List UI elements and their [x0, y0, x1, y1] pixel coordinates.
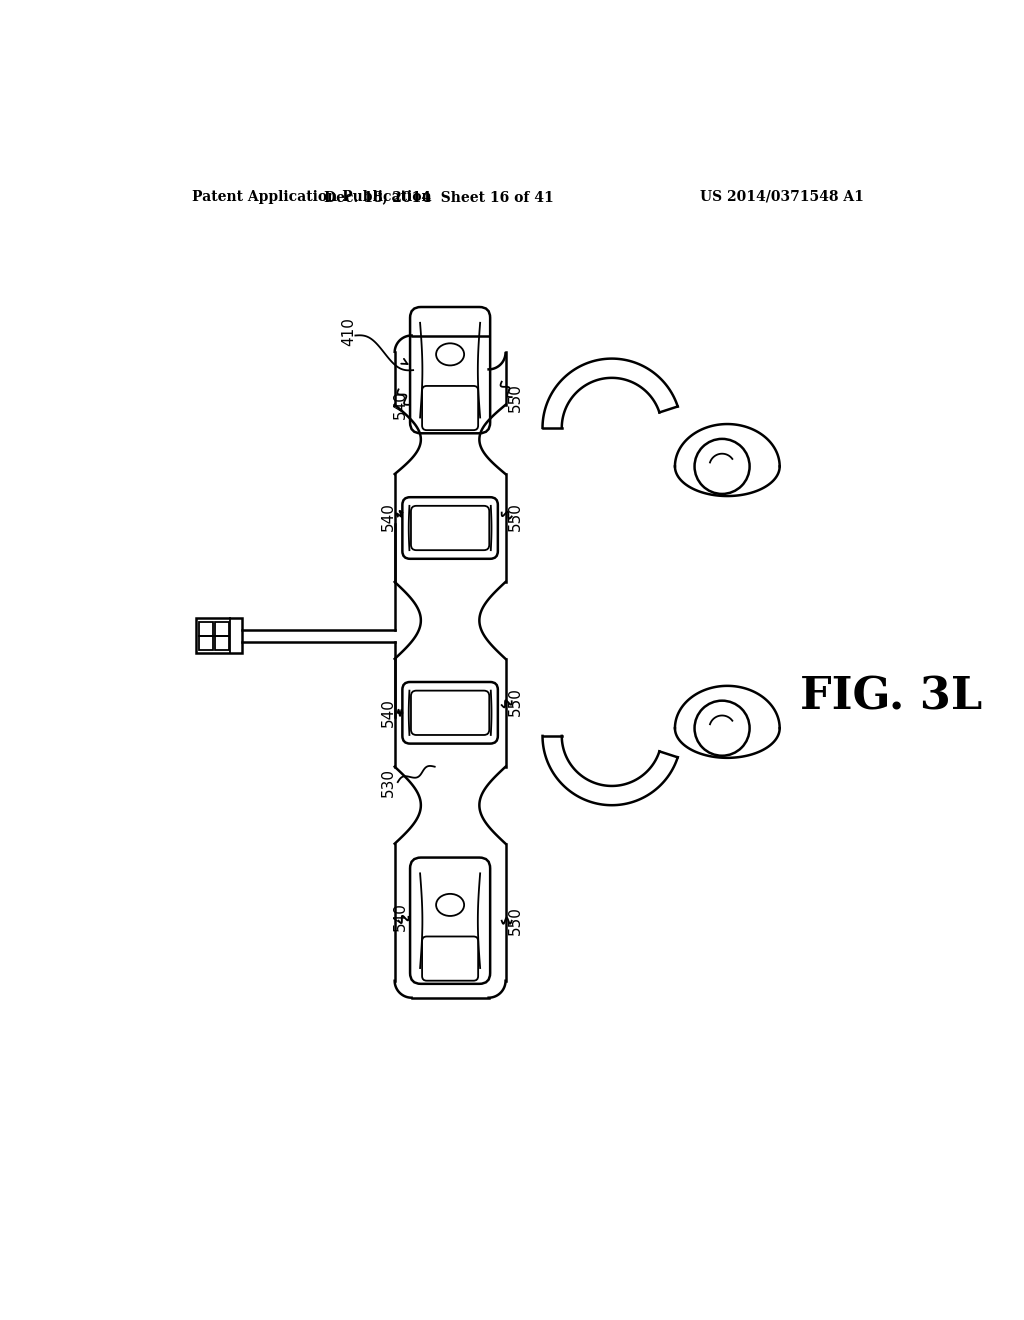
Text: 550: 550: [508, 907, 523, 935]
Text: Patent Application Publication: Patent Application Publication: [193, 190, 432, 203]
Text: 540: 540: [381, 502, 396, 531]
Text: 530: 530: [381, 768, 396, 796]
Text: FIG. 3L: FIG. 3L: [801, 676, 983, 719]
Bar: [215, 622, 229, 636]
Bar: [199, 622, 213, 636]
Text: 540: 540: [381, 698, 396, 727]
Text: US 2014/0371548 A1: US 2014/0371548 A1: [700, 190, 864, 203]
Text: 540: 540: [392, 391, 408, 420]
Bar: [215, 636, 229, 649]
Bar: [196, 619, 243, 653]
Bar: [199, 636, 213, 649]
Text: 550: 550: [508, 383, 523, 412]
Text: 550: 550: [508, 686, 523, 715]
Text: Dec. 18, 2014  Sheet 16 of 41: Dec. 18, 2014 Sheet 16 of 41: [324, 190, 553, 203]
Text: 540: 540: [392, 903, 408, 932]
Text: 550: 550: [508, 502, 523, 531]
Text: 410: 410: [341, 317, 356, 346]
